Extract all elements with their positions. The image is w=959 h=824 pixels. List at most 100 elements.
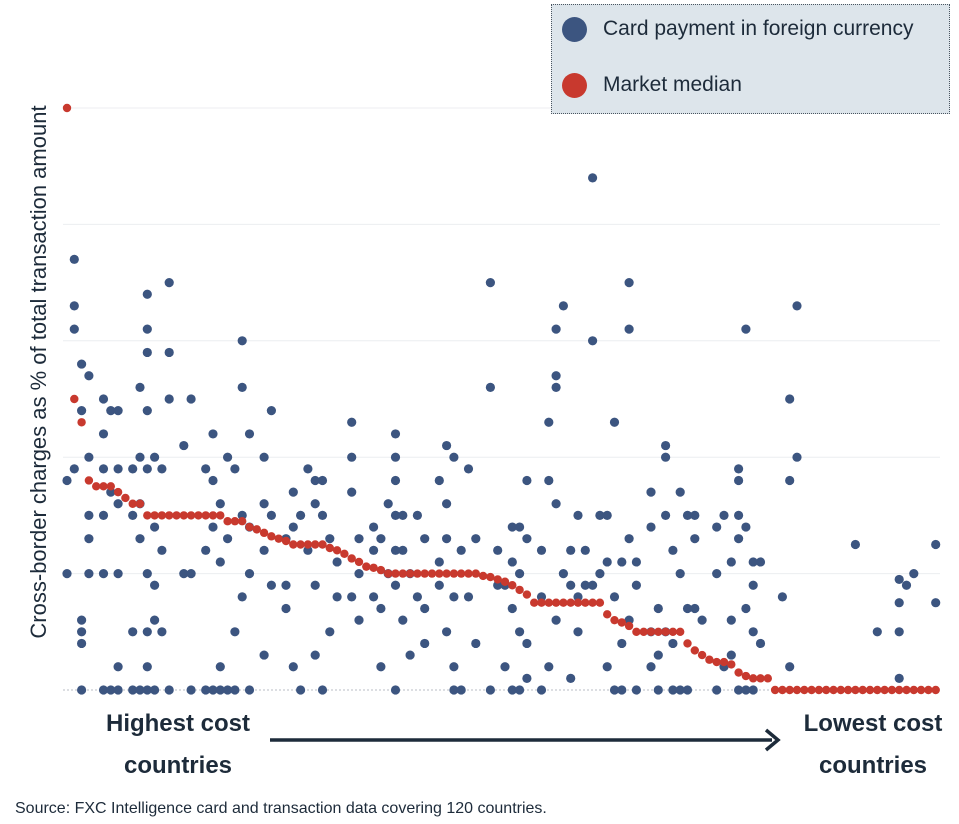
data-point — [485, 685, 495, 695]
data-point — [98, 429, 109, 439]
data-point — [741, 522, 751, 532]
data-point — [157, 627, 167, 637]
median-point — [405, 569, 415, 578]
data-point — [157, 464, 167, 474]
data-point — [507, 522, 517, 532]
data-point — [551, 615, 561, 625]
median-point — [70, 394, 79, 404]
median-point — [435, 569, 444, 578]
data-point — [77, 615, 87, 625]
data-point — [237, 382, 247, 392]
data-point — [215, 685, 225, 695]
data-point — [755, 638, 766, 649]
data-point — [113, 662, 123, 672]
data-point — [398, 545, 408, 555]
data-point — [675, 685, 685, 695]
data-point — [449, 592, 459, 602]
data-point — [697, 615, 707, 625]
data-point — [588, 173, 598, 183]
data-point — [142, 289, 152, 299]
data-point — [573, 627, 583, 637]
data-point — [602, 557, 612, 567]
data-point — [631, 580, 642, 590]
median-point — [471, 569, 480, 578]
median-point — [464, 569, 473, 578]
data-point — [98, 569, 109, 579]
data-point — [668, 685, 678, 695]
data-point — [259, 452, 269, 462]
data-point — [726, 615, 736, 625]
data-point — [595, 569, 605, 579]
median-point — [705, 655, 714, 664]
data-point — [485, 278, 495, 288]
data-point — [266, 580, 276, 590]
median-point — [515, 585, 524, 595]
data-point — [77, 627, 87, 637]
data-point — [332, 592, 342, 602]
median-point — [106, 482, 116, 491]
median-point — [807, 685, 816, 695]
median-point — [697, 650, 707, 660]
data-point — [719, 510, 729, 520]
median-point — [800, 685, 809, 695]
median-point — [887, 685, 897, 695]
data-point — [383, 499, 393, 509]
data-point — [390, 685, 401, 695]
data-point — [113, 499, 123, 509]
data-point — [682, 685, 693, 695]
median-point — [128, 499, 137, 508]
data-point — [741, 324, 751, 334]
data-point — [507, 685, 517, 695]
median-point — [595, 598, 605, 607]
median-point — [646, 627, 656, 636]
median-point — [931, 685, 940, 695]
data-point — [690, 603, 700, 614]
median-point — [135, 499, 145, 508]
data-point — [726, 557, 736, 567]
median-point — [763, 674, 772, 683]
median-point — [274, 534, 283, 543]
data-point — [931, 539, 941, 550]
data-point — [77, 359, 87, 369]
data-point — [259, 650, 269, 660]
median-point — [727, 660, 736, 669]
median-point — [508, 581, 517, 590]
data-point — [894, 574, 904, 585]
data-point — [376, 662, 386, 672]
data-point — [186, 685, 196, 695]
data-point — [785, 394, 795, 404]
data-point — [566, 580, 576, 590]
data-point — [69, 301, 79, 311]
data-point — [69, 254, 79, 264]
data-point — [128, 464, 138, 474]
data-point — [405, 650, 415, 660]
median-point — [303, 540, 313, 549]
median-point — [223, 517, 232, 526]
data-point — [164, 685, 174, 695]
median-point — [376, 565, 386, 575]
data-point — [456, 545, 466, 555]
data-point — [398, 615, 408, 625]
data-point — [150, 615, 160, 625]
median-point — [84, 476, 94, 485]
data-point — [332, 557, 342, 567]
data-point — [726, 650, 736, 660]
data-point — [369, 545, 379, 555]
data-point — [369, 522, 379, 532]
median-point — [259, 528, 269, 538]
median-point — [843, 685, 853, 695]
data-point — [98, 394, 109, 404]
data-point — [259, 545, 269, 555]
data-point — [347, 417, 357, 427]
median-point — [99, 482, 108, 491]
median-point — [208, 511, 218, 520]
data-point — [792, 301, 802, 311]
data-point — [142, 685, 152, 695]
data-point — [558, 301, 569, 311]
data-point — [347, 452, 357, 462]
median-point — [354, 557, 364, 567]
data-point — [347, 487, 357, 497]
data-point — [463, 464, 474, 474]
median-point — [668, 627, 678, 636]
data-point — [894, 598, 904, 608]
